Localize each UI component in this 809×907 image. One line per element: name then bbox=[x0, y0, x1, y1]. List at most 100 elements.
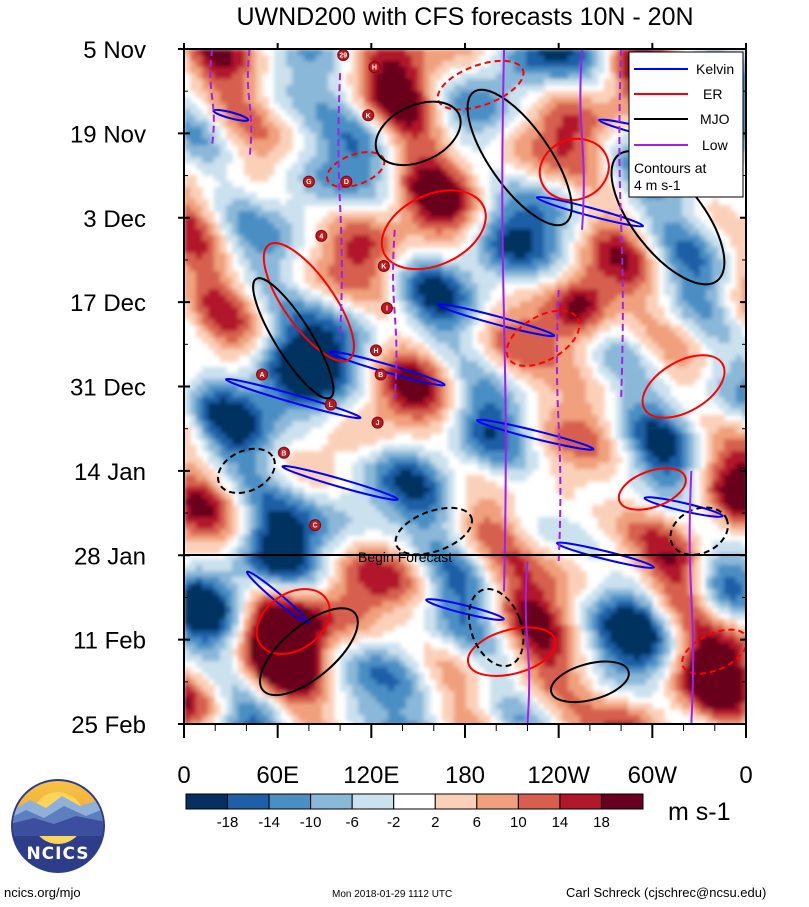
heatmap-cell bbox=[532, 61, 539, 68]
heatmap-cell bbox=[232, 325, 239, 332]
heatmap-cell bbox=[214, 253, 221, 260]
heatmap-cell bbox=[568, 397, 575, 404]
heatmap-cell bbox=[316, 379, 323, 386]
heatmap-cell bbox=[364, 127, 371, 134]
heatmap-cell bbox=[232, 67, 239, 74]
heatmap-cell bbox=[544, 307, 551, 314]
heatmap-cell bbox=[460, 325, 467, 332]
heatmap-cell bbox=[580, 277, 587, 284]
heatmap-cell bbox=[328, 331, 335, 338]
heatmap-cell bbox=[220, 103, 227, 110]
heatmap-cell bbox=[322, 187, 329, 194]
heatmap-cell bbox=[286, 343, 293, 350]
heatmap-cell bbox=[400, 103, 407, 110]
heatmap-cell bbox=[322, 349, 329, 356]
heatmap-cell bbox=[556, 349, 563, 356]
heatmap-cell bbox=[214, 259, 221, 266]
heatmap-cell bbox=[196, 229, 203, 236]
heatmap-cell bbox=[664, 247, 671, 254]
heatmap-cell bbox=[340, 313, 347, 320]
heatmap-cell bbox=[190, 127, 197, 134]
heatmap-cell bbox=[562, 49, 569, 56]
heatmap-cell bbox=[316, 163, 323, 170]
heatmap-cell bbox=[250, 247, 257, 254]
heatmap-cell bbox=[250, 109, 257, 116]
heatmap-cell bbox=[514, 325, 521, 332]
heatmap-cell bbox=[244, 199, 251, 206]
heatmap-cell bbox=[484, 403, 491, 410]
heatmap-cell bbox=[616, 175, 623, 182]
heatmap-cell bbox=[658, 325, 665, 332]
heatmap-cell bbox=[538, 115, 545, 122]
heatmap-cell bbox=[196, 133, 203, 140]
heatmap-cell bbox=[646, 217, 653, 224]
heatmap-cell bbox=[370, 391, 377, 398]
heatmap-cell bbox=[490, 115, 497, 122]
heatmap-cell bbox=[400, 283, 407, 290]
heatmap-cell bbox=[574, 259, 581, 266]
heatmap-cell bbox=[430, 55, 437, 62]
heatmap-cell bbox=[430, 415, 437, 422]
heatmap-cell bbox=[562, 253, 569, 260]
heatmap-cell bbox=[700, 241, 707, 248]
heatmap-cell bbox=[460, 223, 467, 230]
heatmap-cell bbox=[700, 229, 707, 236]
heatmap-cell bbox=[274, 127, 281, 134]
heatmap-cell bbox=[742, 115, 746, 122]
heatmap-cell bbox=[424, 415, 431, 422]
heatmap-cell bbox=[394, 235, 401, 242]
heatmap-cell bbox=[412, 355, 419, 362]
heatmap-cell bbox=[502, 181, 509, 188]
heatmap-cell bbox=[730, 337, 737, 344]
heatmap-cell bbox=[322, 175, 329, 182]
heatmap-cell bbox=[436, 391, 443, 398]
heatmap-cell bbox=[454, 349, 461, 356]
heatmap-cell bbox=[190, 301, 197, 308]
heatmap-cell bbox=[262, 259, 269, 266]
heatmap-cell bbox=[334, 337, 341, 344]
heatmap-cell bbox=[292, 187, 299, 194]
heatmap-cell bbox=[250, 397, 257, 404]
heatmap-cell bbox=[460, 415, 467, 422]
heatmap-cell bbox=[304, 193, 311, 200]
heatmap-cell bbox=[532, 49, 539, 56]
heatmap-cell bbox=[298, 235, 305, 242]
heatmap-cell bbox=[592, 331, 599, 338]
heatmap-cell bbox=[664, 211, 671, 218]
heatmap-cell bbox=[388, 109, 395, 116]
heatmap-cell bbox=[550, 103, 557, 110]
heatmap-cell bbox=[190, 181, 197, 188]
heatmap-cell bbox=[424, 253, 431, 260]
heatmap-cell bbox=[304, 97, 311, 104]
heatmap-cell bbox=[412, 373, 419, 380]
heatmap-cell bbox=[526, 379, 533, 386]
heatmap-cell bbox=[718, 211, 725, 218]
heatmap-cell bbox=[610, 271, 617, 278]
heatmap-cell bbox=[622, 79, 629, 86]
heatmap-cell bbox=[286, 385, 293, 392]
heatmap-cell bbox=[190, 307, 197, 314]
heatmap-cell bbox=[256, 217, 263, 224]
heatmap-cell bbox=[262, 127, 269, 134]
heatmap-cell bbox=[220, 139, 227, 146]
heatmap-cell bbox=[538, 355, 545, 362]
heatmap-cell bbox=[226, 385, 233, 392]
heatmap-cell bbox=[310, 139, 317, 146]
heatmap-cell bbox=[472, 127, 479, 134]
heatmap-cell bbox=[622, 145, 629, 152]
heatmap-cell bbox=[700, 301, 707, 308]
heatmap-cell bbox=[742, 301, 746, 308]
heatmap-cell bbox=[646, 253, 653, 260]
heatmap-cell bbox=[208, 157, 215, 164]
heatmap-cell bbox=[298, 409, 305, 416]
heatmap-cell bbox=[286, 247, 293, 254]
heatmap-cell bbox=[286, 373, 293, 380]
heatmap-cell bbox=[328, 127, 335, 134]
heatmap-cell bbox=[466, 199, 473, 206]
heatmap-cell bbox=[322, 151, 329, 158]
heatmap-cell bbox=[598, 235, 605, 242]
heatmap-cell bbox=[490, 205, 497, 212]
heatmap-cell bbox=[274, 391, 281, 398]
heatmap-cell bbox=[460, 403, 467, 410]
heatmap-cell bbox=[262, 295, 269, 302]
